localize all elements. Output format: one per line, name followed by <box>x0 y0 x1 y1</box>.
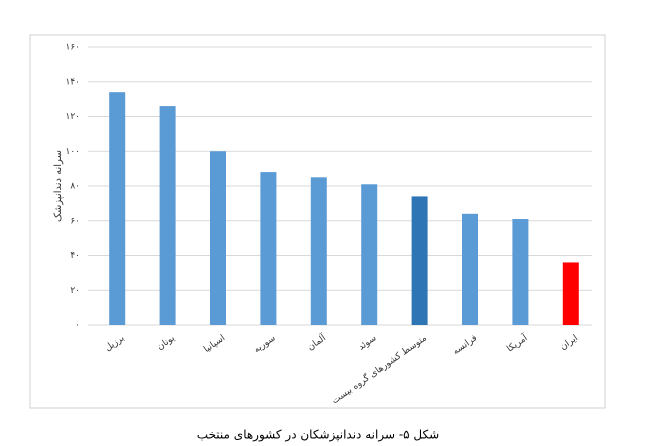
x-tick-label: ایران <box>559 333 580 352</box>
chart-frame <box>29 34 606 409</box>
y-tick-label: ۴۰ <box>70 251 80 261</box>
bar <box>562 262 579 325</box>
bar <box>361 184 378 325</box>
bar <box>109 92 126 325</box>
bar <box>310 177 327 325</box>
x-tick-label: آلمان <box>305 331 329 352</box>
x-tick-label: سوریه <box>252 333 277 355</box>
x-tick-label: آمریکا <box>504 331 530 354</box>
y-tick-label: ۱۲۰ <box>65 112 80 122</box>
x-tick-label: اسپانیا <box>202 333 227 355</box>
bar <box>512 219 529 325</box>
caption: شکل ۵- سرانه دندانپزشکان در کشورهای منتخ… <box>197 428 439 443</box>
bar <box>210 151 226 325</box>
bar <box>260 172 277 325</box>
y-axis-label: سرانه دندانپزشک <box>53 150 64 222</box>
x-tick-label: سوئد <box>357 333 379 352</box>
bar <box>462 213 478 325</box>
x-tick-label: فرانسه <box>451 333 479 357</box>
x-tick-label: یونان <box>155 333 177 352</box>
y-tick-label: ۸۰ <box>70 182 80 192</box>
x-tick-label: برزیل <box>103 333 126 353</box>
x-tick-label: متوسط کشورهای گروه بیست <box>329 332 429 407</box>
bar <box>411 196 428 325</box>
y-tick-label: ۶۰ <box>70 216 80 226</box>
y-tick-label: ۱۰۰ <box>65 147 80 157</box>
y-tick-label: ۱۴۰ <box>65 77 80 87</box>
bar <box>159 106 176 325</box>
y-tick-label: ۲۰ <box>70 286 80 296</box>
y-tick-label: ۱۶۰ <box>65 43 80 53</box>
y-tick-label: ۰ <box>75 321 80 331</box>
